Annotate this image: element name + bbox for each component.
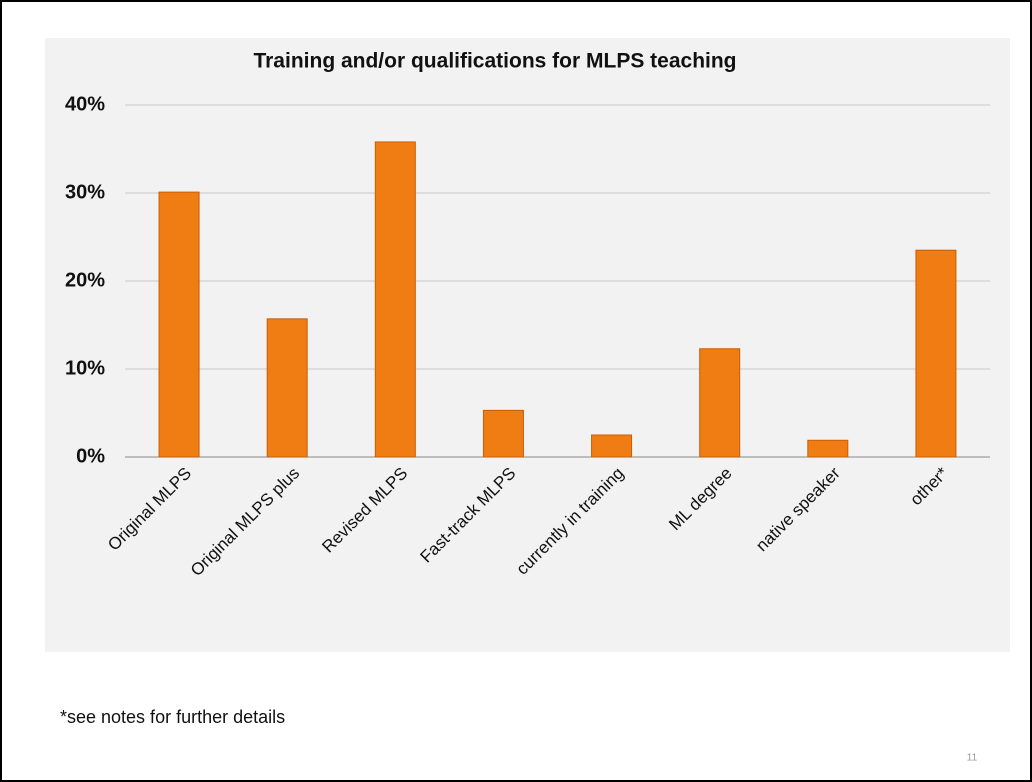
y-tick-label: 30% — [65, 181, 105, 203]
chart-panel — [45, 38, 1010, 652]
bar — [158, 191, 200, 458]
bar — [374, 141, 416, 458]
y-tick-label: 0% — [76, 445, 105, 467]
bar — [699, 348, 741, 458]
y-tick-label: 20% — [65, 269, 105, 291]
footnote: *see notes for further details — [60, 707, 285, 727]
bar — [807, 439, 849, 458]
bar — [482, 409, 524, 458]
bar — [591, 434, 633, 458]
bar — [266, 318, 308, 458]
y-tick-label: 40% — [65, 93, 105, 115]
bar — [915, 249, 957, 458]
page-number: 11 — [967, 753, 978, 764]
chart-title: Training and/or qualifications for MLPS … — [253, 50, 736, 73]
y-tick-label: 10% — [65, 357, 105, 379]
